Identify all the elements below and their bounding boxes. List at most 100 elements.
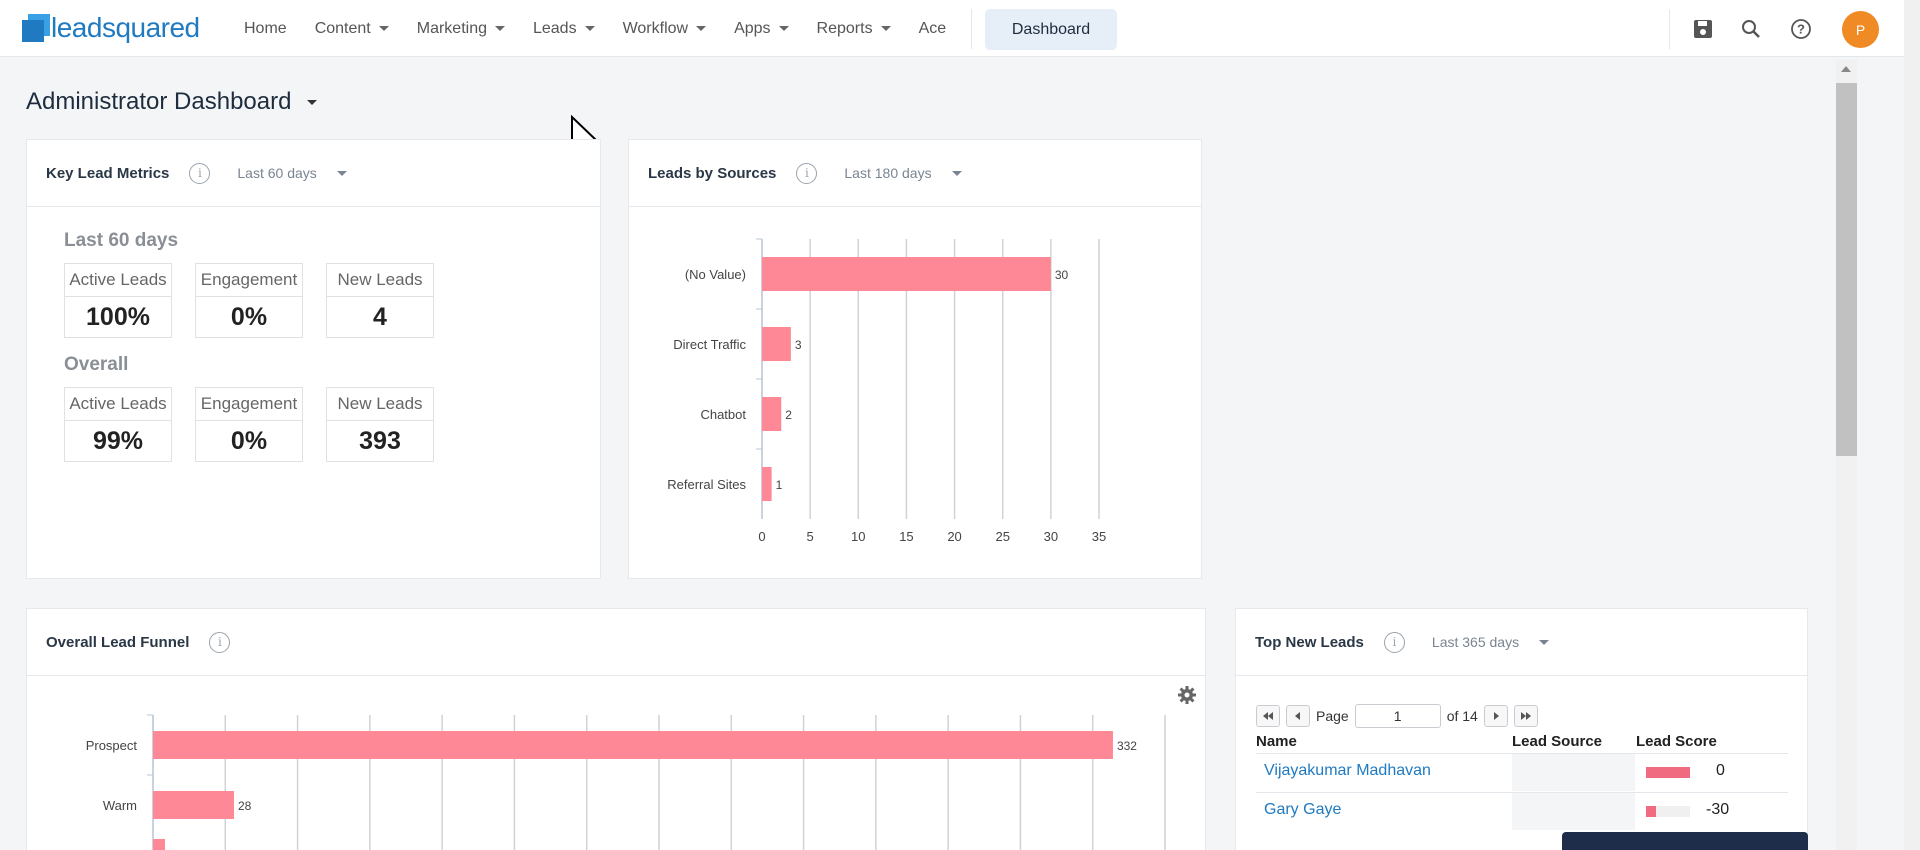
metric-new-leads: New Leads 4: [326, 263, 434, 338]
main-menu: Home Content Marketing Leads Workflow Apps Rep…: [244, 0, 974, 57]
prev-page-button[interactable]: [1286, 705, 1310, 727]
help-icon[interactable]: ?: [1787, 15, 1815, 43]
period-dropdown[interactable]: Last 60 days: [237, 165, 347, 181]
metrics-section-title: Overall: [64, 354, 129, 375]
nav-item-marketing[interactable]: Marketing: [417, 20, 505, 38]
lead-name-link[interactable]: Vijayakumar Madhavan: [1264, 762, 1431, 779]
card-header: Leads by Sources i Last 180 days: [629, 140, 1201, 207]
chevron-down-icon: [494, 26, 505, 31]
svg-text:?: ?: [1797, 22, 1805, 37]
page-number-input[interactable]: 1: [1354, 704, 1441, 728]
top-navbar: leadsquared Home Content Marketing Leads Wor…: [0, 0, 1904, 57]
category-label: Direct Traffic: [673, 337, 746, 352]
nav-divider: [1669, 9, 1670, 49]
x-tick-label: 15: [899, 529, 913, 544]
dashboard-button[interactable]: Dashboard: [985, 9, 1117, 50]
bar[interactable]: [762, 467, 772, 501]
nav-item-apps[interactable]: Apps: [734, 19, 789, 38]
nav-item-content[interactable]: Content: [315, 20, 389, 38]
window-scrollbar[interactable]: [1904, 0, 1920, 850]
bar[interactable]: [762, 257, 1051, 291]
data-label: 2: [785, 408, 792, 422]
metric-label: Engagement: [196, 264, 302, 297]
scrollbar-thumb[interactable]: [1836, 83, 1857, 456]
info-icon[interactable]: i: [189, 162, 211, 184]
last-page-button[interactable]: [1513, 705, 1538, 727]
metric-value: 0%: [230, 427, 268, 455]
bar[interactable]: [153, 791, 234, 819]
column-header-name[interactable]: Name: [1256, 733, 1297, 750]
page-count: of 14: [1446, 708, 1478, 724]
content-scrollbar[interactable]: [1836, 60, 1857, 850]
nav-item-label: Marketing: [416, 19, 487, 37]
column-header-lead-source[interactable]: Lead Source: [1512, 733, 1603, 750]
bar[interactable]: [153, 731, 1113, 759]
chevron-down-icon[interactable]: [307, 99, 318, 105]
data-label: 3: [795, 338, 802, 352]
bar[interactable]: [153, 839, 165, 850]
nav-item-label: Apps: [734, 19, 771, 37]
bar[interactable]: [762, 327, 791, 361]
first-page-button[interactable]: [1256, 705, 1280, 727]
card-header: Overall Lead Funnel i: [27, 609, 1205, 676]
lead-source-cell: [1512, 754, 1635, 791]
score-bar-track: [1646, 806, 1690, 817]
nav-item-workflow[interactable]: Workflow: [623, 20, 707, 38]
period-dropdown[interactable]: Last 365 days: [1432, 634, 1550, 650]
card-header: Top New Leads i Last 365 days: [1236, 609, 1807, 676]
data-label: 30: [1055, 268, 1069, 282]
nav-item-label: Reports: [816, 19, 873, 37]
info-icon[interactable]: i: [209, 631, 231, 653]
search-icon[interactable]: [1737, 15, 1765, 43]
metric-value: 0%: [230, 303, 268, 331]
metric-label: New Leads: [327, 264, 433, 297]
overall-lead-funnel-card: Overall Lead Funnel i Prospect 332 Warm 28: [26, 608, 1206, 850]
gear-icon[interactable]: [1177, 685, 1197, 705]
leadsquared-logo[interactable]: leadsquared: [22, 14, 200, 42]
save-icon[interactable]: [1689, 15, 1717, 43]
lead-name-link[interactable]: Gary Gaye: [1264, 801, 1342, 818]
card-title: Overall Lead Funnel: [46, 633, 190, 651]
x-tick-label: 10: [851, 529, 865, 544]
nav-item-ace[interactable]: Ace: [919, 20, 947, 38]
period-dropdown[interactable]: Last 180 days: [844, 165, 962, 181]
nav-item-reports[interactable]: Reports: [817, 20, 891, 38]
nav-item-home[interactable]: Home: [244, 20, 287, 38]
period-label: Last 60 days: [237, 165, 317, 181]
chevron-down-icon: [378, 26, 389, 31]
metric-new-leads: New Leads 393: [326, 387, 434, 462]
info-icon[interactable]: i: [1383, 631, 1405, 653]
bar[interactable]: [762, 397, 782, 431]
chat-widget[interactable]: [1562, 832, 1808, 850]
period-label: Last 180 days: [844, 165, 932, 181]
x-tick-label: 25: [995, 529, 1009, 544]
category-label: Referral Sites: [667, 477, 746, 492]
metric-active-leads: Active Leads 99%: [64, 387, 172, 462]
table-row[interactable]: Gary Gaye -30: [1256, 792, 1788, 830]
data-label: 1: [776, 478, 783, 492]
metric-value: 4: [373, 303, 387, 331]
metric-label: Active Leads: [65, 264, 171, 297]
nav-item-leads[interactable]: Leads: [533, 20, 595, 38]
nav-item-label: Workflow: [622, 19, 689, 37]
page-title[interactable]: Administrator Dashboard: [26, 88, 318, 116]
logo-mark-icon: [22, 14, 50, 42]
avatar[interactable]: P: [1842, 11, 1879, 48]
next-page-button[interactable]: [1483, 705, 1508, 727]
table-row[interactable]: Vijayakumar Madhavan 0: [1256, 753, 1788, 791]
nav-divider: [971, 9, 972, 49]
key-lead-metrics-card: Key Lead Metrics i Last 60 days Last 60 …: [26, 139, 601, 579]
metric-label: Engagement: [196, 388, 302, 421]
page-label: Page: [1316, 708, 1349, 724]
lead-source-cell: [1512, 793, 1635, 830]
lead-score-value: -30: [1706, 801, 1730, 818]
info-icon[interactable]: i: [796, 162, 818, 184]
lead-score-value: 0: [1716, 762, 1725, 779]
data-label: 28: [238, 799, 252, 813]
column-header-lead-score[interactable]: Lead Score: [1636, 733, 1717, 750]
scroll-up-icon[interactable]: [1841, 66, 1851, 72]
chevron-down-icon: [696, 26, 707, 31]
metric-engagement: Engagement 0%: [195, 263, 303, 338]
card-title: Top New Leads: [1255, 633, 1364, 651]
metric-label: New Leads: [327, 388, 433, 421]
